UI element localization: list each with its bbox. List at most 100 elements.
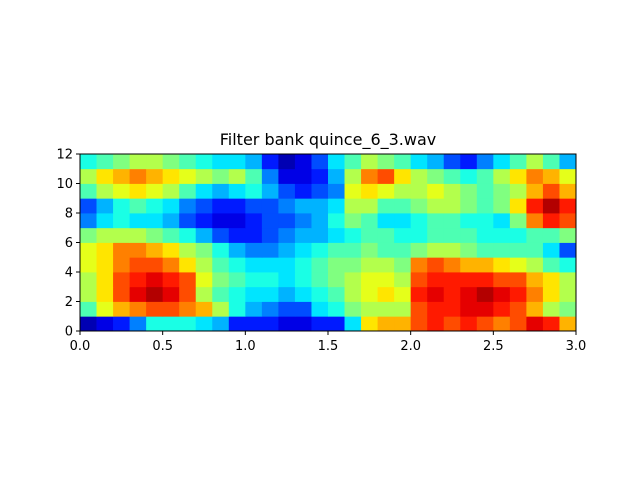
heatmap-cell (443, 301, 461, 317)
heatmap-cell (526, 168, 544, 184)
heatmap-cell (476, 183, 494, 199)
heatmap-cell (344, 213, 362, 229)
heatmap-cell (212, 213, 230, 229)
heatmap-cell (261, 242, 279, 258)
heatmap-cell (228, 301, 246, 317)
heatmap-cell (361, 213, 378, 229)
heatmap-cell (113, 272, 130, 288)
heatmap-cell (294, 301, 312, 317)
heatmap-cell (377, 168, 395, 184)
heatmap-cell (328, 286, 345, 302)
heatmap-cell (228, 227, 246, 243)
heatmap-cell (294, 257, 312, 273)
heatmap-cell (96, 257, 114, 273)
heatmap-cell (212, 286, 230, 302)
heatmap-cell (96, 286, 114, 302)
heatmap-cell (278, 183, 296, 199)
heatmap-cell (146, 316, 164, 332)
heatmap-cell (361, 154, 378, 170)
heatmap-cell (113, 168, 130, 184)
heatmap-cell (509, 257, 527, 273)
heatmap-cell (410, 286, 428, 302)
heatmap-cell (311, 154, 329, 170)
heatmap-cell (179, 257, 197, 273)
heatmap-cell (377, 183, 395, 199)
heatmap-cell (212, 257, 230, 273)
heatmap-cell (410, 242, 428, 258)
heatmap-cell (129, 227, 147, 243)
heatmap-cell (162, 168, 180, 184)
heatmap-cell (410, 183, 428, 199)
heatmap-cell (80, 168, 97, 184)
heatmap-cell (129, 154, 147, 170)
x-tick-label: 0.5 (152, 339, 173, 354)
heatmap-cell (162, 154, 180, 170)
heatmap-cell (146, 286, 164, 302)
heatmap-cell (542, 154, 560, 170)
heatmap-cell (80, 272, 97, 288)
heatmap-cell (344, 301, 362, 317)
heatmap-cell (245, 286, 263, 302)
heatmap-cell (526, 316, 544, 332)
heatmap-cell (427, 272, 445, 288)
heatmap-cell (179, 242, 197, 258)
heatmap-cell (559, 316, 577, 332)
heatmap-cell (394, 227, 412, 243)
heatmap-cell (476, 168, 494, 184)
heatmap-cell (129, 257, 147, 273)
heatmap-cell (278, 257, 296, 273)
y-tick-label: 6 (65, 236, 73, 251)
heatmap-cell (179, 198, 197, 214)
heatmap-cell (377, 316, 395, 332)
heatmap-cell (394, 272, 412, 288)
heatmap-cell (394, 213, 412, 229)
y-tick-label: 12 (56, 148, 73, 163)
heatmap-cell (311, 198, 329, 214)
heatmap-cell (361, 272, 378, 288)
heatmap-cell (509, 227, 527, 243)
heatmap-cell (476, 272, 494, 288)
heatmap-cell (509, 242, 527, 258)
heatmap-cell (559, 272, 577, 288)
heatmap-cell (443, 316, 461, 332)
heatmap-cell (162, 183, 180, 199)
heatmap-cell (460, 213, 478, 229)
heatmap-cell (261, 154, 279, 170)
heatmap-cell (311, 242, 329, 258)
heatmap-cell (377, 286, 395, 302)
heatmap-cell (146, 213, 164, 229)
x-axis: 0.0 0.5 1.0 1.5 2.0 2.5 3.0 (70, 331, 586, 354)
heatmap-cell (361, 316, 378, 332)
heatmap-cell (278, 168, 296, 184)
heatmap-cell (361, 242, 378, 258)
heatmap-cell (195, 242, 213, 258)
heatmap-cell (542, 198, 560, 214)
heatmap-cell (195, 227, 213, 243)
heatmap-cell (261, 301, 279, 317)
heatmap-cell (113, 154, 130, 170)
heatmap-cell (195, 183, 213, 199)
heatmap-cell (394, 286, 412, 302)
heatmap-cell (311, 272, 329, 288)
heatmap-cell (394, 154, 412, 170)
heatmap-cell (410, 227, 428, 243)
heatmap-cell (245, 272, 263, 288)
heatmap-cell (377, 154, 395, 170)
heatmap-cell (261, 257, 279, 273)
heatmap-cell (509, 183, 527, 199)
heatmap-cell (245, 168, 263, 184)
heatmap-cell (80, 227, 97, 243)
heatmap-cell (113, 213, 130, 229)
heatmap-cell (278, 242, 296, 258)
heatmap-cell (559, 286, 577, 302)
heatmap-cell (96, 198, 114, 214)
heatmap-cell (245, 257, 263, 273)
heatmap-cell (493, 198, 511, 214)
heatmap-cell (162, 301, 180, 317)
heatmap-cell (129, 198, 147, 214)
heatmap-cell (328, 183, 345, 199)
heatmap-cell (542, 257, 560, 273)
heatmap-cell (245, 154, 263, 170)
heatmap-cell (361, 257, 378, 273)
